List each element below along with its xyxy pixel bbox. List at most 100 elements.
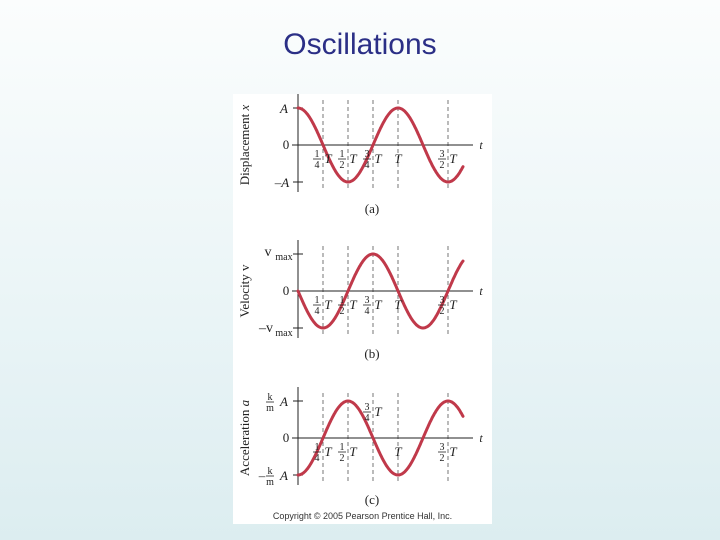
- time-label-variable: T: [449, 444, 457, 459]
- zero-label: 0: [283, 137, 290, 152]
- time-label-fraction-denominator: 4: [315, 160, 320, 171]
- bottom-label-fraction: km: [266, 466, 274, 488]
- time-label-fraction: 34: [363, 402, 371, 424]
- time-label-variable: T: [449, 297, 457, 312]
- time-label: 32 T: [438, 295, 457, 317]
- time-label: T: [394, 151, 402, 166]
- time-label-fraction-denominator: 4: [365, 306, 370, 317]
- top-label: A: [279, 394, 288, 409]
- time-label-fraction-numerator: 1: [340, 149, 345, 160]
- time-label-fraction: 14: [313, 149, 321, 171]
- time-label: 12 T: [338, 149, 357, 171]
- time-label-fraction: 34: [363, 295, 371, 317]
- time-label-fraction-denominator: 2: [340, 160, 345, 171]
- time-label-variable: T: [374, 404, 382, 419]
- top-label-fraction-numerator: k: [268, 392, 273, 403]
- time-label: 32 T: [438, 442, 457, 464]
- time-label-variable: T: [324, 297, 332, 312]
- top-label-fraction-denominator: m: [266, 403, 274, 414]
- time-label-fraction-denominator: 2: [340, 453, 345, 464]
- time-label-fraction-numerator: 1: [315, 442, 320, 453]
- bottom-label-subscript: max: [275, 328, 292, 339]
- time-label-fraction-numerator: 3: [365, 295, 370, 306]
- time-label-fraction-numerator: 1: [315, 149, 320, 160]
- waveform-curve: [296, 106, 465, 184]
- time-label-fraction-denominator: 2: [440, 160, 445, 171]
- y-axis-title: Acceleration a: [237, 399, 252, 476]
- time-label-fraction: 14: [313, 442, 321, 464]
- time-label-fraction-numerator: 1: [340, 442, 345, 453]
- zero-label: 0: [283, 430, 290, 445]
- bottom-label-fraction-numerator: k: [268, 466, 273, 477]
- time-label-variable: T: [394, 444, 402, 459]
- zero-label: 0: [283, 283, 290, 298]
- time-label: 34 T: [363, 149, 382, 171]
- x-axis-variable: t: [479, 284, 483, 298]
- time-label-fraction-numerator: 3: [440, 295, 445, 306]
- time-label-fraction-numerator: 3: [440, 442, 445, 453]
- time-label-fraction: 34: [363, 149, 371, 171]
- time-label-fraction-denominator: 4: [315, 306, 320, 317]
- time-label-variable: T: [374, 297, 382, 312]
- time-label: 34 T: [363, 402, 382, 424]
- time-label-variable: T: [449, 151, 457, 166]
- time-label-fraction-numerator: 3: [440, 149, 445, 160]
- time-label-fraction: 12: [338, 442, 346, 464]
- top-label: A: [279, 101, 288, 116]
- time-label-variable: T: [349, 297, 357, 312]
- bottom-label: –v: [258, 321, 273, 336]
- time-label-fraction-denominator: 2: [340, 306, 345, 317]
- copyright-notice: Copyright © 2005 Pearson Prentice Hall, …: [272, 511, 453, 521]
- y-axis-title: Displacement x: [237, 105, 252, 186]
- y-axis-title: Velocity v: [237, 264, 252, 318]
- time-label-fraction-numerator: 3: [365, 149, 370, 160]
- time-label-fraction-numerator: 1: [315, 295, 320, 306]
- panel-caption: (a): [365, 201, 379, 216]
- oscillation-figure: t 0 A –A Displacement x 1 4 T 1 2 T 3 4 T T 3 2 T (a) t 0 v ma…: [233, 94, 492, 524]
- slide-title: Oscillations: [283, 28, 437, 61]
- time-label-fraction-denominator: 2: [440, 306, 445, 317]
- bottom-label-fraction-denominator: m: [266, 477, 274, 488]
- time-label: 32 T: [438, 149, 457, 171]
- time-label: 14 T: [313, 149, 332, 171]
- x-axis-variable: t: [479, 431, 483, 445]
- time-label-variable: T: [349, 444, 357, 459]
- time-label-fraction-denominator: 2: [440, 453, 445, 464]
- y-axis-variable: a: [237, 399, 252, 406]
- time-label-fraction: 12: [338, 295, 346, 317]
- time-label-variable: T: [374, 151, 382, 166]
- time-label-fraction-numerator: 3: [365, 402, 370, 413]
- time-label-fraction-denominator: 4: [365, 413, 370, 424]
- top-label-subscript: max: [275, 252, 292, 263]
- panel-caption: (b): [364, 346, 379, 361]
- time-label-fraction: 32: [438, 442, 446, 464]
- time-label-variable: T: [394, 151, 402, 166]
- bottom-label: –A: [274, 175, 290, 190]
- time-label: T: [394, 444, 402, 459]
- time-label-fraction: 32: [438, 295, 446, 317]
- time-label: 14 T: [313, 442, 332, 464]
- time-label-variable: T: [394, 297, 402, 312]
- top-label-fraction: km: [266, 392, 274, 414]
- time-label-fraction: 12: [338, 149, 346, 171]
- time-label-fraction-denominator: 4: [365, 160, 370, 171]
- time-label-variable: T: [349, 151, 357, 166]
- waveform-curve: [296, 252, 465, 330]
- bottom-label-sign: –: [258, 468, 266, 483]
- time-label-fraction: 32: [438, 149, 446, 171]
- top-label: v: [265, 245, 272, 260]
- time-label-fraction-numerator: 1: [340, 295, 345, 306]
- time-label-variable: T: [324, 444, 332, 459]
- bottom-label: A: [279, 468, 288, 483]
- time-label: T: [394, 297, 402, 312]
- time-label-fraction-denominator: 4: [315, 453, 320, 464]
- time-label: 12 T: [338, 295, 357, 317]
- waveform-curve: [296, 399, 465, 477]
- y-axis-variable: x: [237, 105, 252, 112]
- time-label-fraction: 14: [313, 295, 321, 317]
- time-label: 14 T: [313, 295, 332, 317]
